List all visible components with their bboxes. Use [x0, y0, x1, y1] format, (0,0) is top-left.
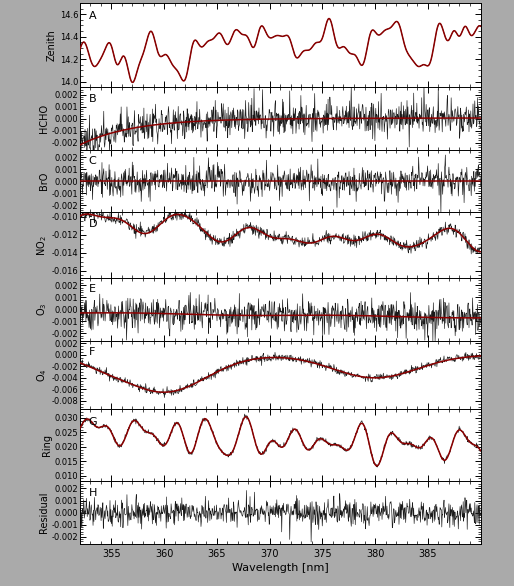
Text: D: D	[88, 219, 97, 229]
Y-axis label: O$_4$: O$_4$	[35, 368, 49, 382]
Text: B: B	[88, 94, 96, 104]
Text: A: A	[88, 11, 96, 21]
Y-axis label: NO$_2$: NO$_2$	[35, 235, 49, 255]
Text: F: F	[88, 347, 95, 357]
Text: E: E	[88, 284, 96, 294]
Y-axis label: Ring: Ring	[42, 434, 52, 456]
Text: G: G	[88, 417, 97, 427]
Text: C: C	[88, 156, 96, 166]
Y-axis label: BrO: BrO	[39, 172, 49, 190]
X-axis label: Wavelength [nm]: Wavelength [nm]	[232, 563, 328, 573]
Text: H: H	[88, 488, 97, 498]
Y-axis label: Residual: Residual	[39, 492, 49, 533]
Y-axis label: Zenith: Zenith	[47, 29, 57, 61]
Y-axis label: O$_3$: O$_3$	[35, 302, 49, 316]
Y-axis label: HCHO: HCHO	[39, 104, 49, 133]
